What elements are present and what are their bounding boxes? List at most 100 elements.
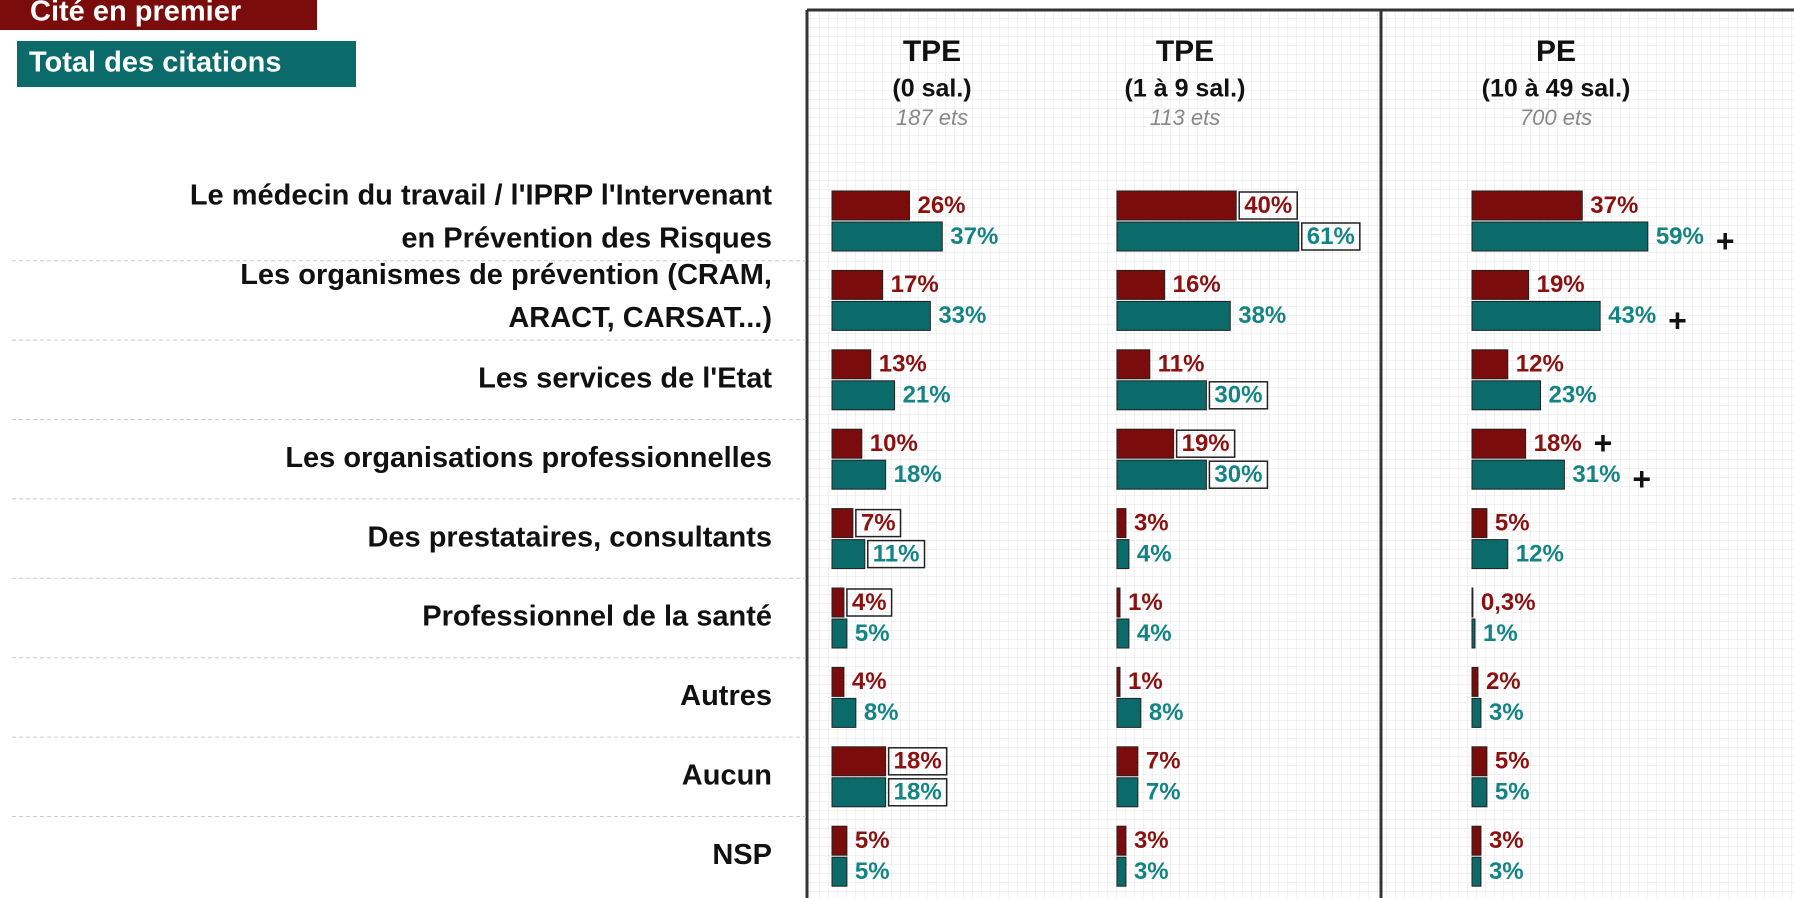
value-label: 7%: [1146, 748, 1181, 775]
value-label: 16%: [1173, 271, 1221, 298]
value-box: [846, 588, 893, 617]
significance-flag: +: [1668, 302, 1687, 338]
panel-subtitle: (10 à 49 sal.): [1482, 75, 1631, 103]
bar: [831, 380, 896, 411]
value-box: [1301, 222, 1361, 251]
bar: [1116, 856, 1127, 887]
bar: [1116, 777, 1139, 808]
value-label: 37%: [950, 223, 998, 250]
panel-subtitle: (0 sal.): [892, 75, 971, 103]
value-label: 3%: [1489, 827, 1524, 854]
bar: [1471, 190, 1583, 221]
bar: [831, 697, 857, 728]
category-label: Les services de l'Etat: [478, 362, 772, 394]
value-label: 4%: [1137, 620, 1172, 647]
value-label: 59%: [1656, 223, 1704, 250]
panel-base: 113 ets: [1150, 105, 1221, 130]
bar: [1116, 587, 1121, 618]
value-label: 1%: [1128, 668, 1163, 695]
value-label: 7%: [861, 509, 896, 536]
value-label: 3%: [1489, 858, 1524, 885]
bar: [1116, 300, 1231, 331]
bar: [1471, 349, 1509, 380]
value-label: 40%: [1244, 192, 1292, 219]
value-label: 37%: [1590, 192, 1638, 219]
value-label: 5%: [1495, 509, 1530, 536]
value-label: 8%: [864, 699, 899, 726]
value-label: 2%: [1486, 668, 1521, 695]
value-label: 43%: [1608, 302, 1656, 329]
significance-flag: +: [1594, 425, 1613, 461]
value-label: 19%: [1537, 271, 1585, 298]
value-label: 18%: [894, 461, 942, 488]
bar: [1116, 269, 1166, 300]
panel-base: 700 ets: [1520, 105, 1592, 130]
bar: [831, 269, 884, 300]
bar: [1471, 777, 1488, 808]
value-label: 11%: [1158, 351, 1205, 378]
bar: [1116, 190, 1237, 221]
significance-flag: +: [1632, 461, 1651, 497]
value-label: 10%: [870, 430, 918, 457]
category-label: ARACT, CARSAT...): [508, 302, 772, 334]
value-box: [887, 747, 948, 776]
bar: [1116, 539, 1130, 570]
value-label: 31%: [1572, 461, 1620, 488]
bar: [1471, 428, 1527, 459]
category-label: Les organisations professionnelles: [285, 442, 772, 474]
value-label: 23%: [1549, 382, 1597, 409]
bar: [1116, 459, 1207, 490]
value-box: [887, 778, 948, 807]
legend-swatch: [0, 0, 317, 30]
category-label: en Prévention des Risques: [401, 223, 772, 255]
value-label: 12%: [1516, 351, 1564, 378]
category-label: Aucun: [682, 759, 772, 791]
category-label: Autres: [680, 680, 772, 712]
value-label: 5%: [1495, 748, 1530, 775]
bar: [1116, 825, 1127, 856]
bar: [1471, 300, 1601, 331]
value-label: 3%: [1134, 858, 1169, 885]
category-label: NSP: [712, 839, 772, 871]
panel-title: TPE: [903, 35, 961, 68]
significance-flag: +: [1716, 223, 1735, 259]
bar: [831, 300, 931, 331]
bar: [831, 221, 943, 252]
value-label: 21%: [903, 382, 951, 409]
bar: [831, 856, 848, 887]
value-box: [867, 539, 926, 569]
value-label: 5%: [1495, 779, 1530, 806]
bar: [1471, 539, 1509, 570]
bar: [831, 508, 854, 539]
value-label: 19%: [1182, 430, 1230, 457]
bar: [1116, 746, 1139, 777]
legend-swatch: [17, 41, 356, 87]
value-label: 18%: [894, 779, 942, 806]
value-label: 1%: [1128, 589, 1163, 616]
bar: [831, 349, 872, 380]
bar: [831, 459, 887, 490]
bar: [831, 587, 845, 618]
panel-base: 187 ets: [896, 105, 968, 130]
value-box: [1238, 191, 1298, 220]
panel-title: TPE: [1156, 35, 1214, 68]
value-label: 7%: [1146, 779, 1181, 806]
bar: [1471, 380, 1542, 411]
bar: [831, 825, 848, 856]
value-label: 17%: [891, 271, 939, 298]
panel-subtitle: (1 à 9 sal.): [1125, 75, 1246, 103]
bar: [831, 618, 848, 649]
bar: [1471, 746, 1488, 777]
bar: [1471, 618, 1476, 649]
value-label: 33%: [938, 302, 986, 329]
panel-title: PE: [1536, 35, 1576, 68]
value-label: 0,3%: [1481, 589, 1536, 616]
bar: [1471, 666, 1479, 697]
bar: [831, 666, 845, 697]
value-label: 3%: [1489, 699, 1524, 726]
legend-label: Cité en premier: [30, 0, 241, 28]
value-label: 38%: [1238, 302, 1286, 329]
value-label: 1%: [1483, 620, 1518, 647]
category-label: Des prestataires, consultants: [367, 521, 772, 553]
value-label: 30%: [1214, 382, 1262, 409]
